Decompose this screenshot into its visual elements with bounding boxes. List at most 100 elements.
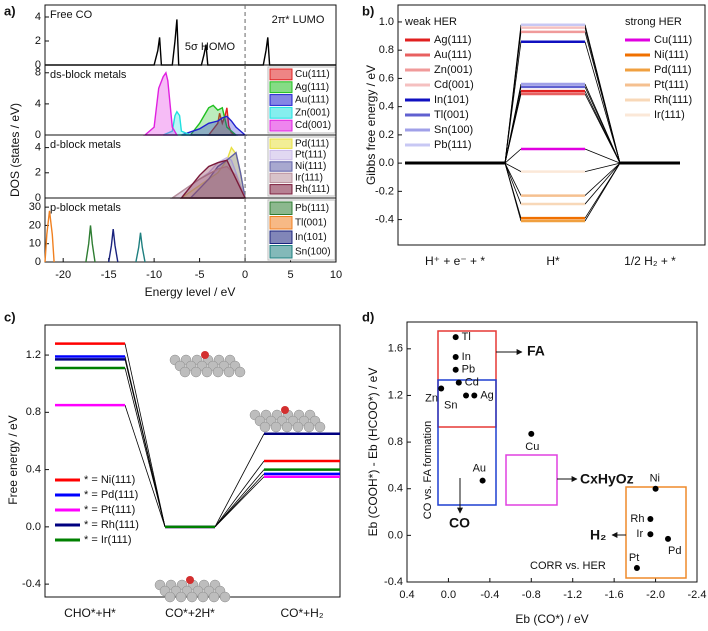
connector [214,460,265,528]
panel-label: d) [362,309,374,324]
legend-label: Pb(111) [295,203,329,214]
y-tick-label: 0.4 [379,101,394,113]
y-tick-label: 0.8 [388,436,403,448]
point-label: Pt [629,552,639,564]
connector [584,41,621,164]
y-tick-label: 0.4 [26,463,41,475]
y-tick-label: 0.6 [379,72,394,84]
point-label: Ni [650,473,660,485]
point-label: In [462,351,471,363]
legend-swatch [269,94,293,106]
annotation: 5σ HOMO [185,41,236,53]
point-label: Ag [480,389,493,401]
annotation: H₂ [590,527,606,543]
dos-curve [108,229,119,263]
panel-label: b) [362,3,374,18]
legend-label: * = Rh(111) [84,519,139,531]
y-tick-label: -0.4 [384,576,403,588]
region-box [437,379,497,506]
legend-swatch [269,106,293,119]
slab-atom [270,421,282,433]
y-tick-label: 1.2 [388,389,403,401]
x-tick-label: -5 [195,269,205,281]
legend-label: In(101) [295,232,327,243]
annotation: FA [527,343,545,359]
point-label: Sn [444,399,457,411]
slab-atom [164,591,176,603]
point [471,392,478,399]
x-tick-label: -20 [55,269,71,281]
point [452,353,459,360]
subplot-title: p-block metals [50,202,121,214]
y-tick-label: 1.2 [26,349,41,361]
legend-label: Ag(111) [295,82,329,93]
y-tick-label: 30 [29,201,41,213]
slab-atom [219,591,231,603]
slab-atom [175,591,187,603]
x-tick-label: CHO*+H* [64,606,116,620]
annotation: CO vs. FA formation [422,421,434,519]
region-box [625,486,687,579]
y-tick-label: 1.0 [379,16,394,28]
panel-label: a) [4,3,16,18]
point-label: Pb [462,364,475,376]
connector [214,476,265,528]
legend-label: Pt(111) [295,150,326,161]
legend-label: Pb(111) [434,139,472,151]
legend-label: * = Pd(111) [84,489,138,501]
legend-label: Tl(001) [434,109,469,121]
slab-atom [303,421,315,433]
x-tick-label: -2.0 [646,589,665,601]
y-tick-label: 0.2 [379,129,394,141]
connector [584,93,621,164]
x-axis-label: Eb (CO*) / eV [515,612,588,626]
annotation: CORR vs. HER [530,560,606,572]
point-label: Au [473,462,486,474]
legend-swatch [269,81,293,94]
x-tick-label: H⁺ + e⁻ + * [425,254,485,268]
y-tick-label: 4 [35,11,41,23]
slab-atom [223,366,235,378]
plot-frame [397,4,706,246]
adsorbate [201,351,209,359]
legend-swatch [269,119,293,132]
legend-label: Sn(100) [295,246,331,257]
connector [584,162,621,196]
legend-swatch [269,230,293,244]
y-tick-label: 0 [35,59,41,71]
x-tick-label: -0.8 [522,589,541,601]
connector [504,162,522,205]
legend-label: Ag(111) [434,34,472,46]
region-box [505,454,558,506]
adsorbate [186,576,194,584]
legend-label: Ir(111) [295,173,323,184]
y-tick-label: 0 [35,256,41,268]
y-tick-label: 2 [35,167,41,179]
y-tick-label: 0.0 [379,157,394,169]
slab-atom [186,591,198,603]
legend-label: Rh(111) [295,184,330,195]
slab-atom [201,366,213,378]
point [455,379,462,386]
annotation: CO [449,515,470,531]
y-tick-label: -0.4 [22,578,41,590]
x-tick-label: CO*+H₂ [280,606,323,620]
legend-swatch [269,245,293,259]
legend-label: Cd(001) [434,79,474,91]
y-tick-label: 0 [35,192,41,204]
point-label: Rh [630,513,644,525]
legend-label: Ni(111) [295,161,326,172]
dos-curve [44,210,55,263]
connector [504,24,522,164]
legend-label: In(101) [434,94,469,106]
dos-curve [179,159,247,199]
plot-frame [44,197,337,263]
x-tick-label: 10 [330,269,342,281]
point [633,565,640,572]
subplot-title: ds-block metals [50,69,127,81]
dos-curve [143,71,179,136]
connector [504,83,522,164]
annotation: 2π* LUMO [272,14,325,26]
x-tick-label: -15 [101,269,117,281]
point-label: Zn [425,392,438,404]
